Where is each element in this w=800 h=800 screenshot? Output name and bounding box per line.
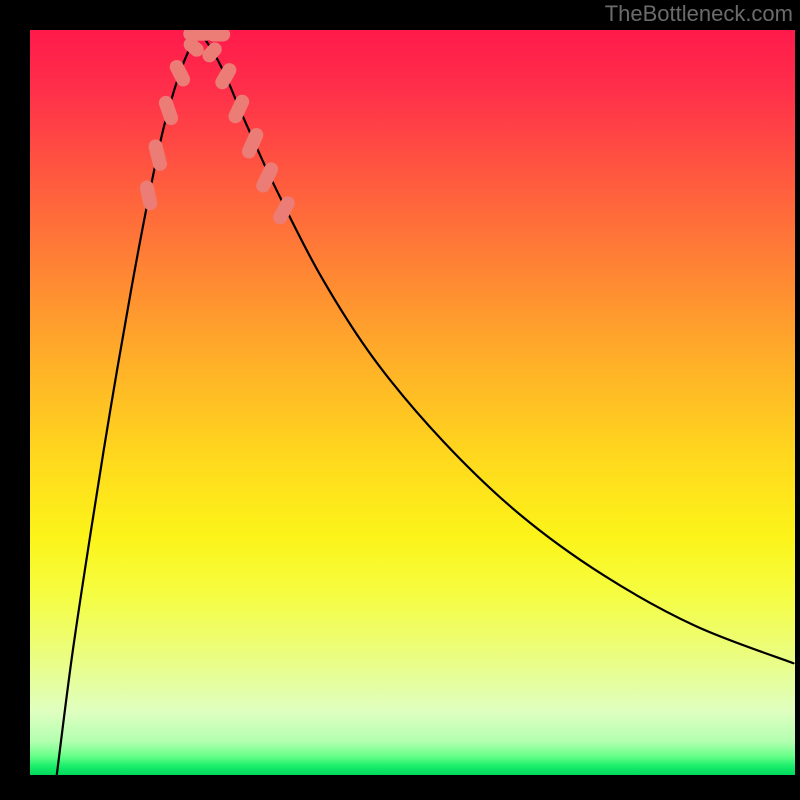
marker-pill [240,126,266,161]
marker-pill [139,179,159,211]
marker-pill [167,58,192,89]
marker-pill [206,30,230,41]
bottleneck-curve [57,34,794,775]
plot-area [30,30,795,775]
chart-container: TheBottleneck.com [0,0,800,800]
marker-pill [200,39,225,65]
watermark-text: TheBottleneck.com [605,1,793,27]
marker-pill [157,94,180,127]
chart-svg [30,30,795,775]
marker-pill [147,138,168,172]
marker-pill [213,61,239,92]
marker-pill [226,92,251,125]
